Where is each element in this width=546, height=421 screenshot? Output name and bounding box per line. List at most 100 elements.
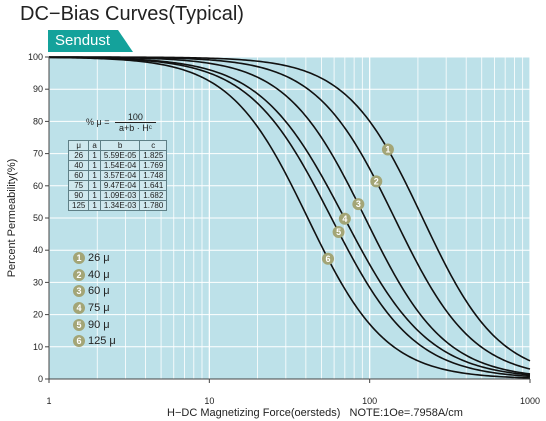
table-cell: 1.769 (139, 160, 168, 171)
curve-marker-icon: 5 (332, 225, 345, 238)
y-tick-label: 100 (28, 52, 43, 62)
table-cell: 90 (67, 190, 90, 201)
table-cell: 60 (67, 170, 90, 181)
table-header: μ (67, 140, 90, 151)
formula-numerator: 100 (114, 112, 156, 123)
badge-shape (48, 30, 133, 52)
table-cell: 125 (67, 200, 90, 211)
legend-item: 5 90 μ (73, 317, 116, 333)
table-cell: 1.780 (139, 200, 168, 211)
y-tick-label: 40 (33, 245, 43, 255)
table-row: 125 1 1.34E-03 1.780 (67, 200, 168, 211)
table-header: b (99, 140, 141, 151)
table-cell: 26 (67, 150, 90, 161)
curves (48, 56, 531, 379)
x-tick-label: 1000 (520, 396, 540, 406)
curve-line (48, 56, 531, 378)
curve-marker-label: 3 (356, 199, 361, 209)
table-cell: 1.09E-03 (99, 190, 141, 201)
legend-item: 6 125 μ (73, 333, 116, 349)
curve-line (48, 56, 531, 379)
y-tick-labels: 0 10 20 30 40 50 60 70 80 90 100 (28, 52, 49, 384)
table-header: a (88, 140, 101, 151)
legend-item: 4 75 μ (73, 300, 116, 316)
y-tick-label: 50 (33, 213, 43, 223)
legend: 1 26 μ 2 40 μ 3 60 μ 4 75 μ 5 90 μ 6 125… (73, 250, 116, 350)
y-tick-label: 80 (33, 116, 43, 126)
table-cell: 1 (88, 180, 101, 191)
table-row: 60 1 3.57E-04 1.748 (67, 170, 168, 181)
curve-marker-label: 4 (342, 214, 347, 224)
table-cell: 1 (88, 170, 101, 181)
legend-marker-icon: 3 (73, 285, 85, 298)
table-row: 40 1 1.54E-04 1.769 (67, 160, 168, 171)
table-cell: 5.59E-05 (99, 150, 141, 161)
table-cell: 1.54E-04 (99, 160, 141, 171)
legend-item: 2 40 μ (73, 267, 116, 283)
legend-item: 1 26 μ (73, 250, 116, 266)
table-cell: 3.57E-04 (99, 170, 141, 181)
curve-marker-label: 6 (326, 254, 331, 264)
legend-label: 125 μ (88, 335, 116, 348)
curve-marker-circle (381, 143, 394, 156)
table-cell: 40 (67, 160, 90, 171)
table-row: 75 1 9.47E-04 1.641 (67, 180, 168, 191)
curve-marker-circle (332, 225, 345, 238)
table-cell: 1 (88, 160, 101, 171)
table-cell: 9.47E-04 (99, 180, 141, 191)
curve-marker-circle (338, 212, 351, 225)
formula-prefix: % μ = (86, 116, 110, 127)
permeability-formula: % μ = 100 a+b · Hᶜ (86, 112, 156, 133)
legend-marker-icon: 1 (73, 252, 85, 264)
curve-marker-circle (322, 252, 335, 265)
curve-marker-icon: 2 (370, 175, 383, 188)
legend-marker-icon: 2 (73, 268, 85, 281)
material-badge: Sendust (48, 30, 133, 52)
table-cell: 1.641 (139, 180, 168, 191)
y-tick-label: 0 (38, 374, 43, 384)
y-tick-label: 70 (33, 149, 43, 159)
table-cell: 75 (67, 180, 90, 191)
y-tick-label: 10 (33, 342, 43, 352)
curve-marker-icon: 1 (381, 143, 394, 156)
table-cell: 1 (88, 200, 101, 211)
curve-marker-circle (370, 175, 383, 188)
y-tick-label: 90 (33, 84, 43, 94)
table-cell: 1 (88, 150, 101, 161)
page-title: DC−Bias Curves(Typical) (20, 3, 244, 25)
coefficient-table: μ a b c 26 1 5.59E-05 1.825 40 1 1.54E-0… (67, 140, 168, 211)
curve-marker-label: 1 (385, 144, 390, 154)
legend-label: 26 μ (88, 252, 110, 264)
legend-label: 60 μ (88, 285, 110, 298)
table-header: c (139, 140, 168, 151)
curve-marker-label: 2 (374, 176, 379, 186)
legend-marker-icon: 4 (73, 302, 85, 315)
table-row: 26 1 5.59E-05 1.825 (67, 150, 168, 161)
curve-line (48, 56, 531, 375)
curve-marker-label: 5 (336, 227, 341, 237)
curve-marker-icon: 3 (352, 198, 365, 211)
legend-label: 90 μ (88, 318, 110, 331)
curve-marker-icon: 6 (322, 252, 335, 265)
table-header-row: μ a b c (67, 140, 168, 151)
grid (49, 56, 531, 379)
table-cell: 1.682 (139, 190, 168, 201)
legend-marker-icon: 5 (73, 318, 85, 331)
y-tick-label: 20 (33, 310, 43, 320)
legend-marker-icon: 6 (73, 335, 85, 348)
legend-label: 40 μ (88, 268, 110, 281)
curve-marker-circle (352, 198, 365, 211)
x-tick-label: 1 (46, 396, 51, 406)
table-cell: 1 (88, 190, 101, 201)
table-cell: 1.34E-03 (99, 200, 141, 211)
y-tick-label: 30 (33, 277, 43, 287)
y-axis-label: Percent Permeability(%) (6, 159, 18, 278)
curve-marker-icon: 4 (338, 212, 351, 225)
table-cell: 1.748 (139, 170, 168, 181)
badge-label: Sendust (55, 32, 111, 49)
x-tick-label: 10 (204, 396, 214, 406)
x-axis-label: H−DC Magnetizing Force(oersteds) NOTE:1O… (167, 407, 463, 419)
x-tick-label: 100 (362, 396, 377, 406)
curve-markers: 1 2 345 6 (322, 143, 394, 265)
